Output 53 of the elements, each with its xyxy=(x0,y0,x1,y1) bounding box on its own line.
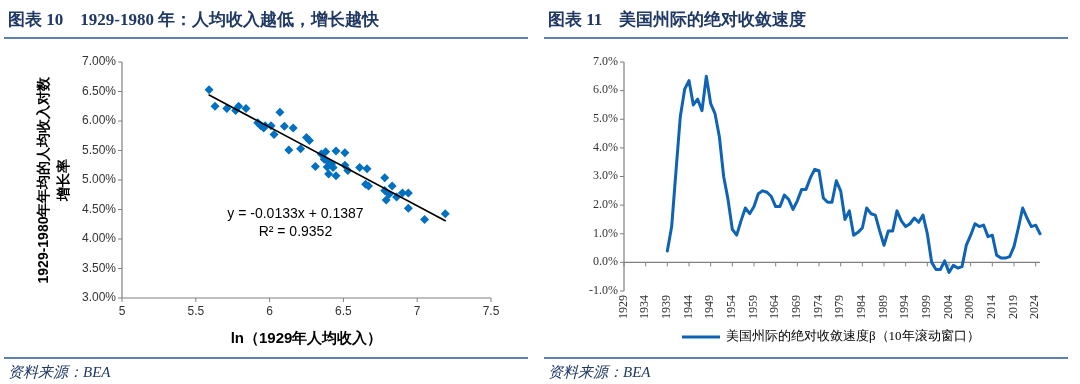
y-tick-label: 1.0% xyxy=(593,225,618,240)
y-tick-label: 6.00% xyxy=(81,113,117,128)
x-tick-label: 1979 xyxy=(832,295,847,319)
legend-label: 美国州际的绝对收敛速度β（10年滚动窗口） xyxy=(726,327,980,343)
y-tick-label: 5.00% xyxy=(81,172,117,187)
y-tick-label: -1.0% xyxy=(589,282,618,297)
x-tick-label: 1934 xyxy=(637,295,652,319)
x-tick-label: 6 xyxy=(266,304,274,318)
y-tick-label: 7.0% xyxy=(593,53,618,68)
y-tick-label: 5.0% xyxy=(593,111,618,125)
x-axis-title: ln（1929年人均收入） xyxy=(230,329,383,346)
y-tick-label: 0.0% xyxy=(593,254,618,269)
x-tick-label: 1959 xyxy=(745,295,760,319)
chart-title: 图表 10 1929-1980 年：人均收入越低，增长越快 xyxy=(8,10,381,29)
x-tick-label: 2024 xyxy=(1027,295,1042,319)
y-tick-label: 5.50% xyxy=(81,142,117,157)
x-tick-label: 1954 xyxy=(724,295,739,319)
y-tick-label: 3.0% xyxy=(593,168,618,183)
x-tick-label: 1929 xyxy=(615,295,630,319)
annotation: R² = 0.9352 xyxy=(258,222,333,239)
y-tick-label: 4.00% xyxy=(81,231,117,246)
x-tick-label: 2014 xyxy=(984,295,999,319)
x-tick-label: 5 xyxy=(118,304,126,318)
x-tick-label: 2019 xyxy=(1005,295,1020,319)
x-tick-label: 1994 xyxy=(897,295,912,319)
x-tick-label: 1944 xyxy=(680,295,695,319)
text: 资料来源：BEA xyxy=(548,364,652,380)
chart-title: 图表 11 美国州际的绝对收敛速度 xyxy=(548,10,807,29)
y-tick-label: 7.00% xyxy=(81,54,117,69)
x-tick-label: 2009 xyxy=(962,295,977,319)
y-tick-label: 4.0% xyxy=(593,139,618,154)
y-tick-label: 3.50% xyxy=(81,260,117,275)
text: 资料来源：BEA xyxy=(8,364,112,380)
x-tick-label: 1999 xyxy=(919,295,934,319)
y-tick-label: 3.00% xyxy=(81,290,117,305)
y-tick-label: 6.50% xyxy=(81,83,117,98)
x-tick-label: 1989 xyxy=(875,295,890,319)
x-tick-label: 1949 xyxy=(702,295,717,319)
y-axis-title: 1929-1980年年均的人均收入对数增长率 xyxy=(35,75,71,284)
x-tick-label: 6.5 xyxy=(335,304,353,318)
y-tick-label: 6.0% xyxy=(593,82,618,97)
x-tick-label: 1964 xyxy=(767,295,782,319)
x-tick-label: 1939 xyxy=(659,295,674,319)
annotation: y = -0.0133x + 0.1387 xyxy=(227,204,364,221)
x-tick-label: 7.5 xyxy=(482,304,500,318)
y-tick-label: 4.50% xyxy=(81,201,117,216)
x-tick-label: 1969 xyxy=(789,295,804,319)
x-tick-label: 1984 xyxy=(854,295,869,319)
x-tick-label: 1974 xyxy=(810,295,825,319)
x-tick-label: 5.5 xyxy=(187,304,205,318)
x-tick-label: 2004 xyxy=(940,295,955,319)
y-tick-label: 2.0% xyxy=(593,196,618,211)
x-tick-label: 7 xyxy=(413,304,421,318)
